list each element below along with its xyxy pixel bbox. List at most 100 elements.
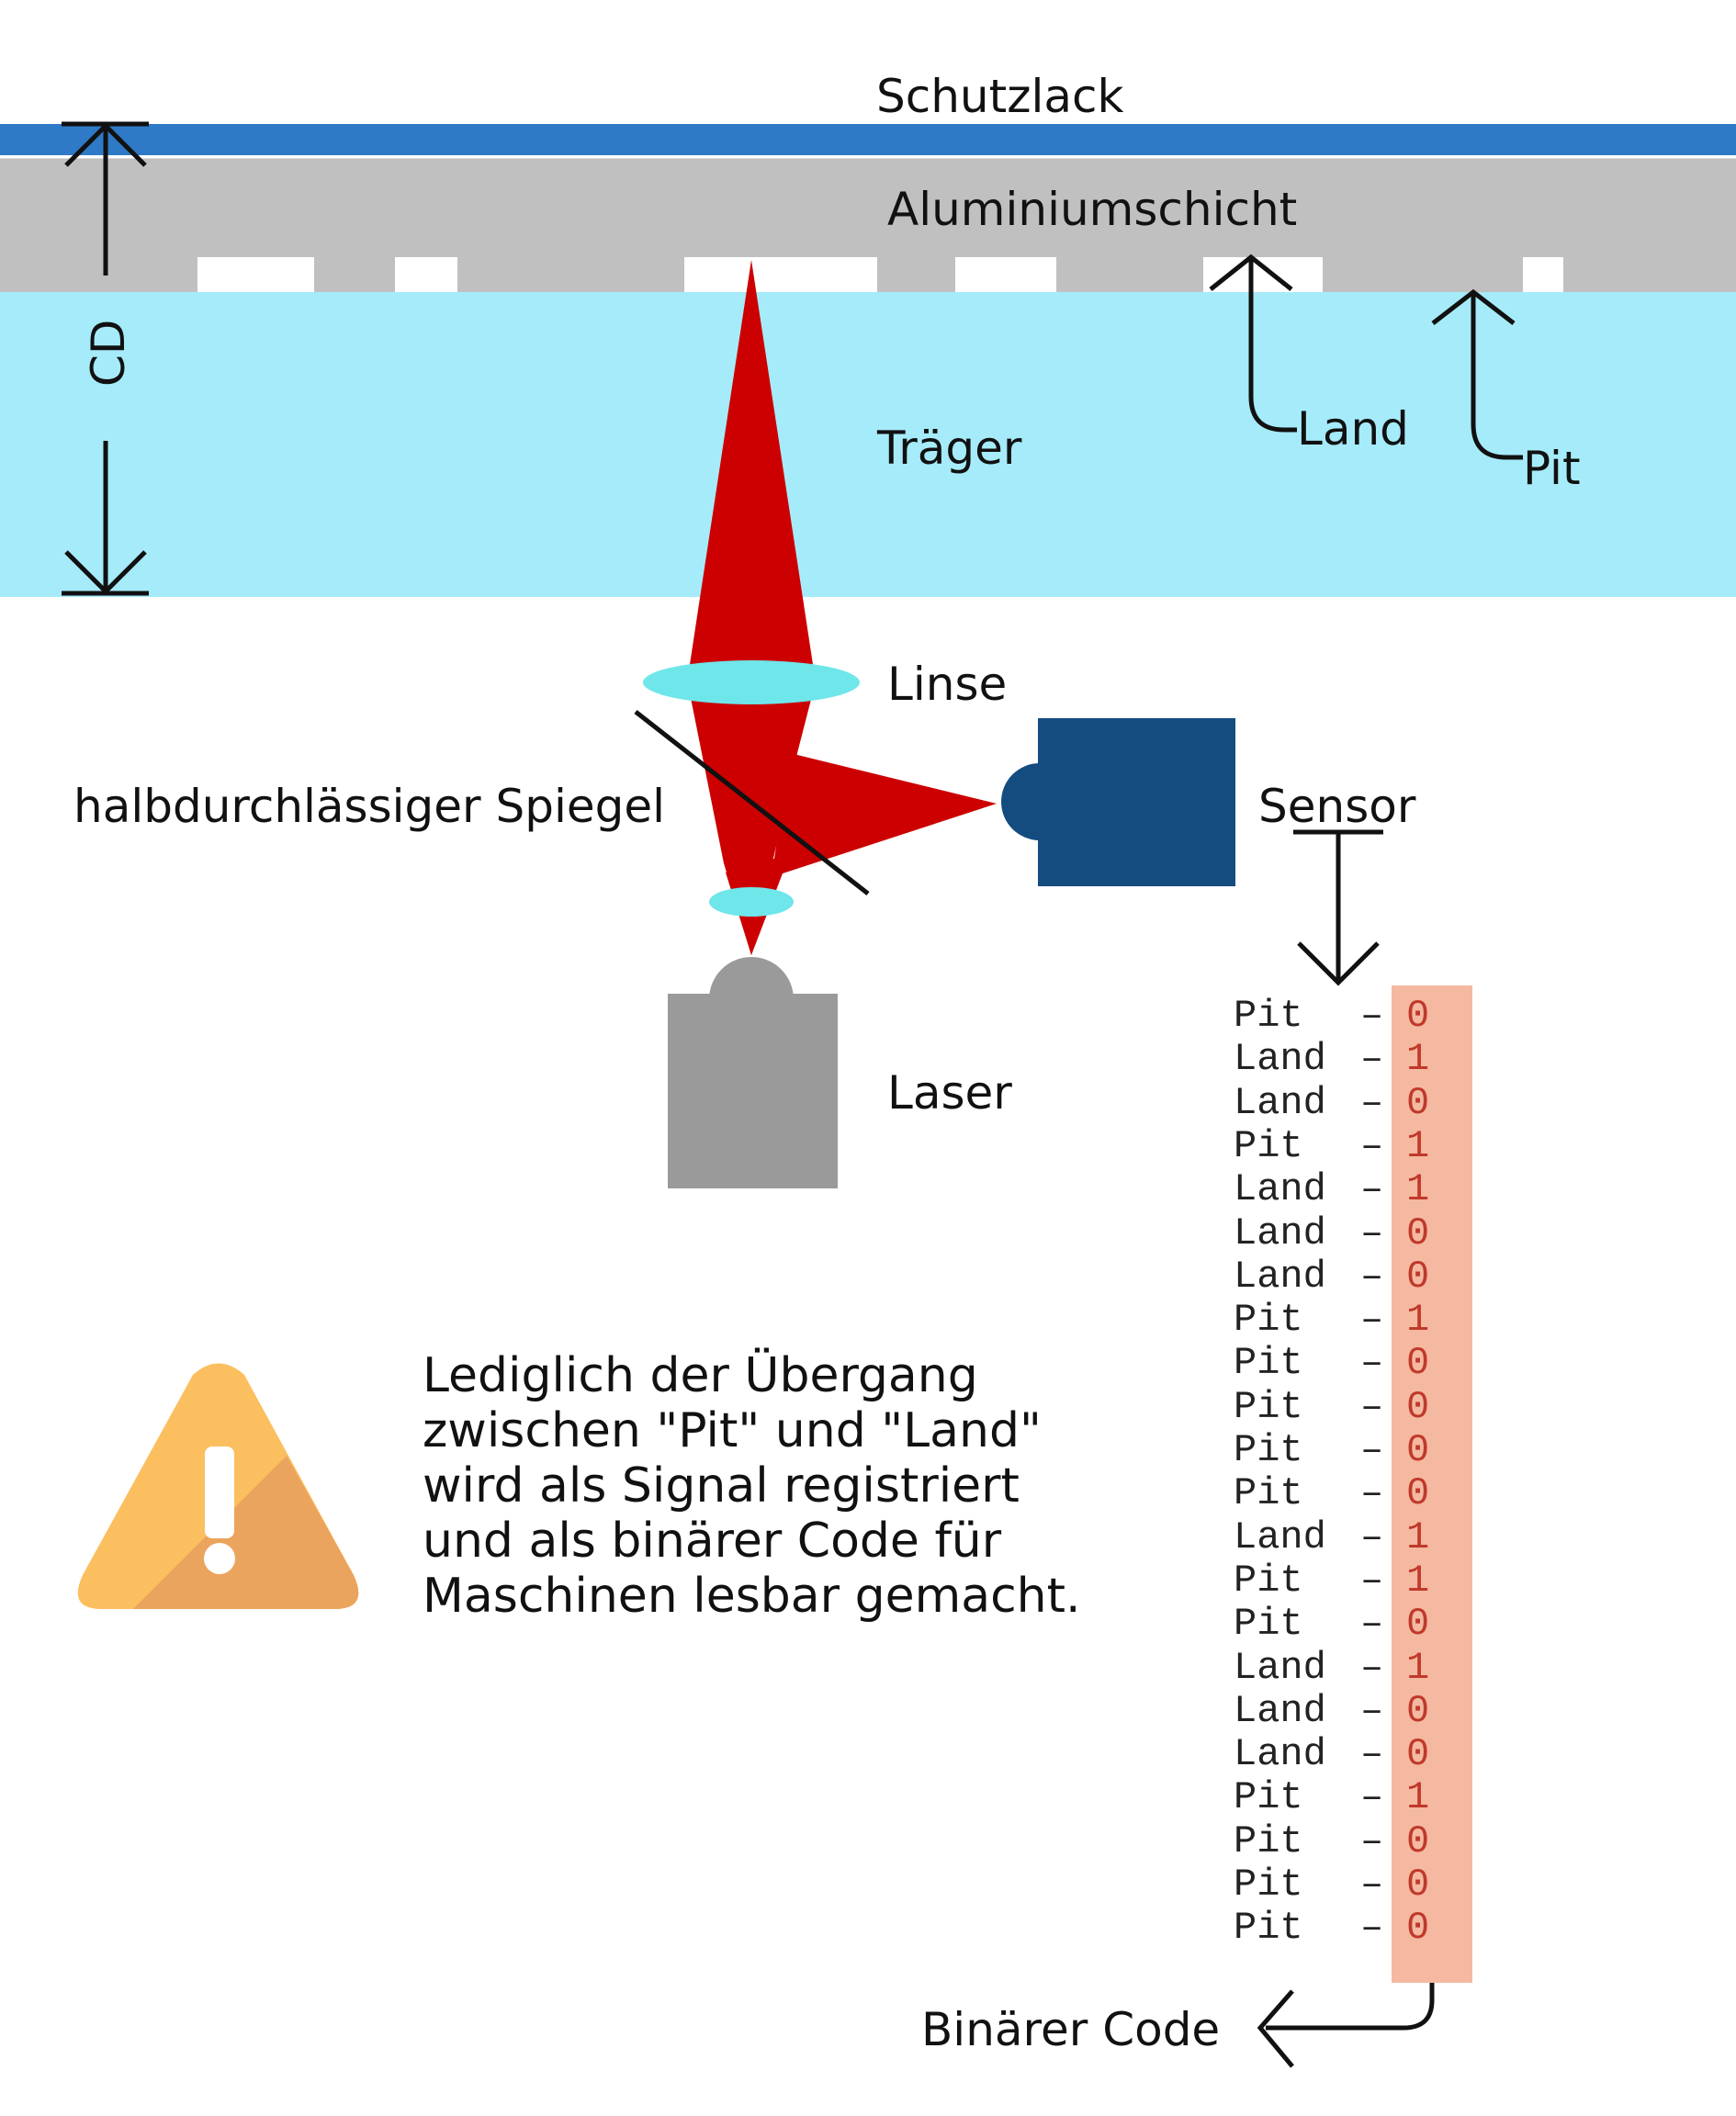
code-row: Pit –0 [1234, 1863, 1461, 1907]
code-row-kind: Pit [1234, 1863, 1303, 1907]
code-row-separator: – [1360, 1080, 1384, 1125]
code-row-bit: 0 [1406, 994, 1430, 1038]
code-row-bit: 1 [1406, 1558, 1430, 1603]
pit-label: Pit [1523, 442, 1581, 495]
code-row-bit: 0 [1406, 1906, 1430, 1951]
laser-label: Laser [887, 1066, 1012, 1120]
land-label: Land [1297, 402, 1409, 456]
code-row-separator: – [1360, 1645, 1384, 1690]
pit-pointer-arrow [1431, 288, 1523, 460]
code-row-bit: 0 [1406, 1471, 1430, 1516]
code-row-separator: – [1360, 1688, 1384, 1733]
code-row-separator: – [1360, 1818, 1384, 1863]
code-row-separator: – [1360, 1037, 1384, 1082]
code-row-bit: 0 [1406, 1818, 1430, 1863]
note-line: und als binärer Code für [423, 1514, 1002, 1569]
code-row: Land –1 [1234, 1038, 1461, 1081]
code-row-separator: – [1360, 1428, 1384, 1472]
laser-device [668, 957, 838, 1188]
small-lens [709, 887, 794, 917]
aluminium-label: Aluminiumschicht [887, 183, 1298, 236]
code-row-separator: – [1360, 1254, 1384, 1299]
code-row-kind: Pit [1234, 1471, 1303, 1516]
code-row: Pit –0 [1234, 1342, 1461, 1385]
code-row: Pit –0 [1234, 995, 1461, 1038]
code-row-separator: – [1360, 1471, 1384, 1516]
code-row-bit: 0 [1406, 1080, 1430, 1125]
code-row-kind: Pit [1234, 1123, 1303, 1168]
code-row-kind: Pit [1234, 1818, 1303, 1863]
code-row-separator: – [1360, 1863, 1384, 1907]
code-row: Pit –1 [1234, 1776, 1461, 1819]
code-row-bit: 1 [1406, 1123, 1430, 1168]
code-row-kind: Land [1234, 1645, 1326, 1690]
code-row-bit: 0 [1406, 1254, 1430, 1299]
code-row-bit: 1 [1406, 1514, 1430, 1559]
cd-thickness-arrow [62, 121, 149, 596]
code-row: Land –0 [1234, 1255, 1461, 1299]
code-row-kind: Land [1234, 1688, 1326, 1733]
halbdurchlaessiger-spiegel-mirror [634, 710, 870, 895]
code-row: Land –1 [1234, 1168, 1461, 1211]
laser-beam [689, 260, 997, 955]
code-row: Land –0 [1234, 1733, 1461, 1776]
code-row: Pit –0 [1234, 1818, 1461, 1863]
code-row-separator: – [1360, 1384, 1384, 1429]
cd-label: CD [82, 319, 135, 387]
code-row-bit: 1 [1406, 1167, 1430, 1212]
code-row: Pit –0 [1234, 1472, 1461, 1515]
code-row: Pit –1 [1234, 1123, 1461, 1168]
linse-label: Linse [887, 658, 1008, 711]
code-row-separator: – [1360, 1732, 1384, 1777]
code-row-bit: 0 [1406, 1732, 1430, 1777]
code-row: Pit –1 [1234, 1299, 1461, 1342]
code-row: Pit –0 [1234, 1429, 1461, 1472]
binary-code-arrow [1257, 1983, 1435, 2068]
code-row-separator: – [1360, 1775, 1384, 1820]
code-row-bit: 1 [1406, 1037, 1430, 1082]
code-row-separator: – [1360, 1906, 1384, 1951]
code-row: Land –0 [1234, 1080, 1461, 1125]
code-row-separator: – [1360, 1167, 1384, 1212]
aluminium-layer [0, 158, 1736, 292]
land-pointer-arrow [1209, 253, 1297, 433]
code-row-bit: 0 [1406, 1341, 1430, 1386]
code-row-kind: Pit [1234, 1775, 1303, 1820]
code-row-kind: Land [1234, 1254, 1326, 1299]
code-row-kind: Pit [1234, 1602, 1303, 1647]
code-row-kind: Pit [1234, 1428, 1303, 1472]
linse-lens [643, 660, 860, 704]
code-row: Land –0 [1234, 1688, 1461, 1733]
transition-note: Lediglich der Übergang zwischen "Pit" un… [423, 1348, 1121, 1624]
code-row-kind: Pit [1234, 1384, 1303, 1429]
code-row-bit: 0 [1406, 1210, 1430, 1255]
code-row: Land –1 [1234, 1514, 1461, 1559]
code-row-separator: – [1360, 994, 1384, 1038]
sensor-output-arrow [1293, 829, 1383, 986]
code-row: Pit –0 [1234, 1384, 1461, 1429]
binary-code-bar [1392, 985, 1472, 1983]
code-row-kind: Land [1234, 1514, 1326, 1559]
traeger-layer [0, 292, 1736, 597]
code-row: Land –1 [1234, 1645, 1461, 1690]
code-row-kind: Pit [1234, 1298, 1303, 1343]
note-line: zwischen "Pit" und "Land" [423, 1403, 1042, 1458]
sensor-device [1001, 718, 1235, 886]
code-row-separator: – [1360, 1514, 1384, 1559]
code-row-bit: 1 [1406, 1775, 1430, 1820]
code-row-kind: Land [1234, 1037, 1326, 1082]
warning-triangle-icon [77, 1363, 359, 1609]
code-row-kind: Pit [1234, 994, 1303, 1038]
code-row-bit: 0 [1406, 1688, 1430, 1733]
note-line: Maschinen lesbar gemacht. [423, 1569, 1081, 1624]
code-row-bit: 0 [1406, 1428, 1430, 1472]
code-row-bit: 1 [1406, 1645, 1430, 1690]
code-row: Pit –1 [1234, 1559, 1461, 1603]
code-row-kind: Pit [1234, 1558, 1303, 1603]
note-line: Lediglich der Übergang [423, 1348, 978, 1403]
note-line: wird als Signal registriert [423, 1458, 1020, 1514]
code-row-separator: – [1360, 1341, 1384, 1386]
code-row-separator: – [1360, 1298, 1384, 1343]
